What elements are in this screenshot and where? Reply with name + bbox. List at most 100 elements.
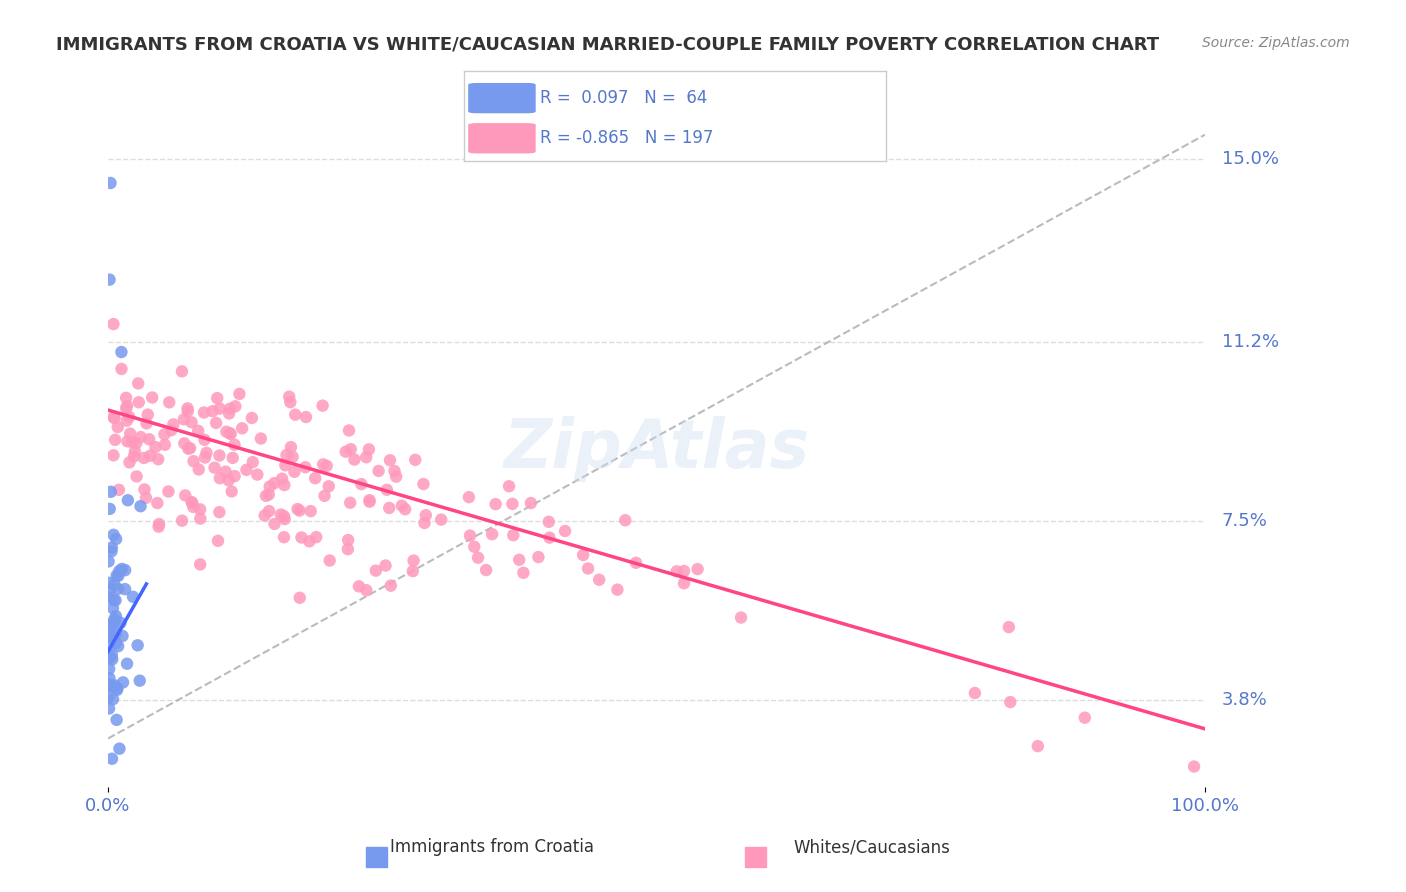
Point (114, 582, 136, 596)
Point (115, 657, 138, 671)
Point (457, 490, 479, 504)
Point (201, 404, 224, 418)
Point (193, 433, 215, 447)
Point (672, 576, 695, 591)
Point (98, 679, 121, 693)
Point (101, 752, 124, 766)
Point (208, 505, 231, 519)
Point (103, 592, 125, 607)
Point (98, 575, 121, 590)
Point (177, 404, 200, 418)
FancyBboxPatch shape (468, 83, 536, 113)
Point (181, 496, 204, 510)
Point (1074, 711, 1097, 725)
Point (100, 678, 122, 692)
Point (378, 500, 401, 515)
Point (100, 544, 122, 558)
Point (103, 578, 125, 592)
Point (101, 692, 124, 706)
Point (111, 629, 134, 643)
Point (104, 678, 127, 692)
Point (215, 425, 238, 439)
Point (337, 424, 360, 438)
Point (224, 438, 246, 452)
Point (127, 376, 149, 391)
Point (103, 528, 125, 542)
Point (103, 411, 125, 425)
Point (274, 512, 297, 526)
Point (183, 454, 205, 468)
Point (402, 564, 425, 578)
Point (413, 516, 436, 530)
Point (312, 458, 335, 472)
Point (314, 489, 336, 503)
Point (118, 455, 141, 469)
Point (136, 408, 159, 422)
Text: 3.8%: 3.8% (1222, 691, 1267, 709)
Point (170, 364, 193, 378)
Point (205, 391, 228, 405)
Point (270, 508, 292, 522)
Point (104, 627, 127, 641)
Point (208, 471, 231, 485)
Point (148, 452, 170, 467)
Point (259, 479, 281, 493)
Point (98, 701, 121, 715)
Point (108, 741, 131, 756)
Point (335, 444, 357, 458)
Point (208, 401, 231, 416)
Point (103, 410, 125, 425)
Point (463, 540, 485, 554)
Point (240, 411, 263, 425)
Point (375, 483, 398, 497)
Point (173, 412, 195, 426)
Point (115, 414, 138, 428)
Point (219, 427, 242, 442)
Point (378, 453, 401, 467)
Point (105, 568, 128, 582)
Point (101, 601, 124, 615)
Point (224, 469, 246, 483)
Point (394, 502, 416, 516)
Point (730, 610, 752, 624)
Point (1000, 695, 1022, 709)
Point (107, 420, 129, 434)
Point (180, 495, 202, 509)
Point (624, 556, 647, 570)
Point (554, 524, 576, 538)
Point (224, 400, 246, 414)
Point (572, 548, 595, 562)
Point (157, 395, 180, 409)
Point (354, 450, 377, 465)
Point (253, 508, 276, 523)
Point (141, 391, 163, 405)
Point (391, 499, 413, 513)
Point (97, 591, 120, 605)
Point (998, 620, 1021, 634)
Point (336, 542, 359, 557)
Point (104, 433, 127, 447)
Text: Whites/Caucasians: Whites/Caucasians (793, 838, 950, 856)
Point (108, 564, 131, 578)
Point (104, 609, 127, 624)
Point (520, 496, 543, 510)
Point (343, 452, 366, 467)
Point (364, 564, 387, 578)
Text: ZipAtlas: ZipAtlas (503, 416, 810, 482)
Point (221, 484, 243, 499)
Point (339, 442, 361, 457)
Point (104, 624, 127, 639)
Point (139, 449, 162, 463)
Point (170, 514, 193, 528)
Point (357, 442, 380, 457)
Point (273, 530, 295, 544)
Point (231, 421, 253, 435)
Point (173, 436, 195, 450)
Point (118, 409, 141, 424)
Text: 11.2%: 11.2% (1222, 334, 1278, 351)
Point (157, 484, 180, 499)
Point (318, 553, 340, 567)
Text: 15.0%: 15.0% (1222, 150, 1278, 168)
Point (305, 530, 328, 544)
Text: R = -0.865   N = 197: R = -0.865 N = 197 (540, 129, 713, 147)
